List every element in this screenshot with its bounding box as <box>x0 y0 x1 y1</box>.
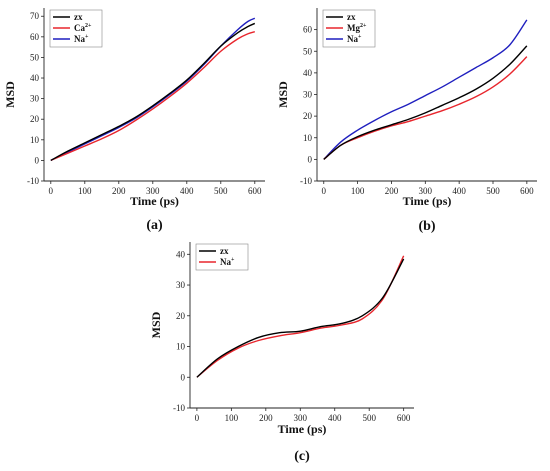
y-tick-label: 60 <box>303 25 313 35</box>
axes: 0 100 200 300 400 500 600 -10 0 10 20 30 40 <box>173 242 414 423</box>
y-tick-label: 40 <box>176 249 186 259</box>
legend-entry: Na+ <box>347 34 362 44</box>
x-tick-label: 200 <box>385 186 399 196</box>
legend-entry: zx <box>220 246 229 256</box>
x-tick-label: 400 <box>328 413 342 423</box>
legend-entry: zx <box>74 12 83 22</box>
panel-label: (c) <box>294 449 310 464</box>
series-line-zx <box>196 258 405 378</box>
x-tick-label: 0 <box>322 186 327 196</box>
x-tick-label: 100 <box>225 413 239 423</box>
series-line-mg <box>323 56 528 160</box>
y-tick-label: 30 <box>30 94 40 104</box>
x-axis-label: Time (ps) <box>130 194 179 208</box>
legend-box <box>195 243 249 271</box>
x-tick-label: 600 <box>397 413 411 423</box>
y-tick-label: 30 <box>303 90 313 100</box>
x-tick-label: 0 <box>49 186 54 196</box>
x-tick-label: 0 <box>195 413 200 423</box>
legend-entry: Ca2+ <box>74 23 92 33</box>
panel-label: (a) <box>146 218 163 233</box>
x-tick-label: 200 <box>112 186 126 196</box>
series-lines <box>50 17 256 162</box>
y-tick-label: 50 <box>30 52 40 62</box>
y-tick-label: 20 <box>30 114 40 124</box>
x-tick-label: 500 <box>362 413 376 423</box>
chart-panel-b: 0 100 200 300 400 500 600 -10 0 10 20 30 40 50 60 Time … <box>276 8 537 234</box>
y-tick-label: 10 <box>176 342 186 352</box>
y-tick-label: 20 <box>176 311 186 321</box>
x-tick-label: 100 <box>78 186 92 196</box>
x-tick-label: 500 <box>214 186 228 196</box>
y-tick-label: 70 <box>30 11 40 21</box>
axes: 0 100 200 300 400 500 600 -10 0 10 20 30 40 50 60 <box>300 8 537 196</box>
chart-panel-a: 0 100 200 300 400 500 600 -10 0 10 20 30 40 50 60 70 Tim… <box>3 8 265 233</box>
legend-entry: Na+ <box>220 257 235 267</box>
x-axis-label: Time (ps) <box>403 194 452 208</box>
y-tick-label: 30 <box>176 280 186 290</box>
y-tick-label: 40 <box>303 68 313 78</box>
x-axis-label: Time (ps) <box>278 422 327 436</box>
series-line-na <box>323 19 528 160</box>
series-lines <box>323 19 528 160</box>
x-tick-label: 400 <box>452 186 466 196</box>
y-tick-label: 0 <box>181 372 186 382</box>
axes: 0 100 200 300 400 500 600 -10 0 10 20 30 40 50 60 70 <box>27 8 265 196</box>
legend-entry: Na+ <box>74 34 89 44</box>
y-tick-label: -10 <box>173 403 185 413</box>
x-tick-label: 400 <box>180 186 194 196</box>
y-tick-label: -10 <box>300 176 312 186</box>
series-line-na <box>196 255 405 378</box>
x-tick-label: 500 <box>486 186 500 196</box>
y-tick-label: 60 <box>30 32 40 42</box>
y-tick-label: 0 <box>35 155 40 165</box>
x-tick-label: 600 <box>520 186 534 196</box>
y-tick-label: 20 <box>303 111 313 121</box>
series-line-zx <box>323 45 528 160</box>
x-tick-label: 100 <box>351 186 365 196</box>
y-tick-label: -10 <box>27 176 39 186</box>
x-tick-label: 300 <box>419 186 433 196</box>
series-line-na <box>50 17 256 162</box>
y-axis-label: MSD <box>276 81 290 108</box>
legend-entry: Mg2+ <box>347 23 367 33</box>
x-tick-label: 300 <box>146 186 160 196</box>
y-tick-label: 0 <box>308 154 313 164</box>
y-tick-label: 10 <box>30 135 40 145</box>
y-tick-label: 10 <box>303 133 313 143</box>
panel-label: (b) <box>418 219 435 234</box>
y-tick-label: 50 <box>303 46 313 56</box>
series-line-zx <box>50 22 256 162</box>
x-tick-label: 600 <box>248 186 262 196</box>
series-line-ca <box>50 31 256 162</box>
x-tick-label: 300 <box>294 413 308 423</box>
y-axis-label: MSD <box>149 311 163 338</box>
chart-panel-c: 0 100 200 300 400 500 600 -10 0 10 20 30 40 Time (ps)… <box>149 242 414 464</box>
legend-entry: zx <box>347 12 356 22</box>
series-lines <box>196 255 405 378</box>
y-axis-label: MSD <box>3 81 17 108</box>
x-tick-label: 200 <box>259 413 273 423</box>
y-tick-label: 40 <box>30 73 40 83</box>
